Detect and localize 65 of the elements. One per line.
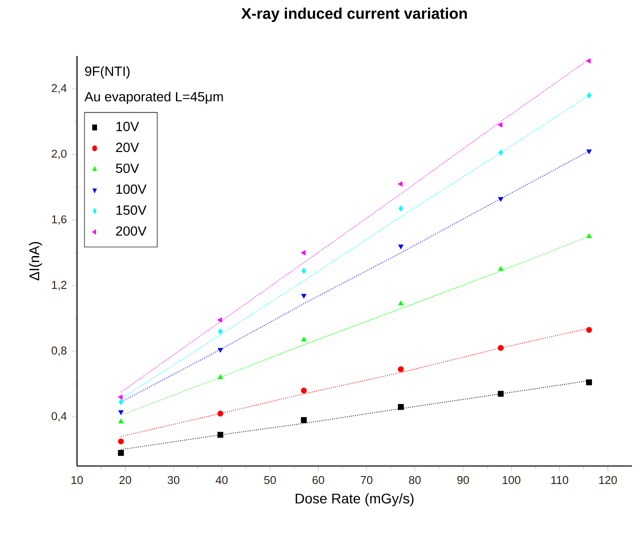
point [498,122,502,128]
x-tick-label: 20 [120,476,132,484]
point [586,326,592,333]
point [217,317,222,323]
legend-label: 10V [116,122,140,132]
point [118,438,124,444]
point [300,388,307,394]
y-tick-label: 1,6 [52,215,66,225]
point [586,379,592,386]
y-tick-label: 2,4 [52,84,67,94]
point [586,58,591,64]
point [118,399,124,405]
y-axis-title: ΔI(nA) [29,242,42,280]
point [498,197,504,202]
point [586,150,592,154]
point [586,233,592,238]
point [301,294,306,298]
chart-title: X-ray induced current variation [241,8,467,22]
x-tick-label: 110 [551,476,568,484]
point [218,328,223,334]
x-tick-label: 30 [168,476,180,484]
point [218,374,223,380]
point [398,206,404,212]
x-axis-title: Dose Rate (mGy/s) [296,493,414,506]
point [302,268,306,274]
point [398,404,404,410]
legend-label: 100V [116,184,147,194]
point [217,432,224,438]
point [118,394,123,400]
x-tick-label: 10 [72,476,83,484]
point [586,92,592,98]
point [118,410,124,415]
y-tick-label: 2,0 [52,150,67,160]
legend-label: 200V [116,226,147,236]
legend-label: 150V [116,205,147,215]
x-tick-label: 120 [599,476,617,484]
x-tick-label: 100 [502,476,520,484]
x-tick-label: 70 [360,476,372,484]
point [118,450,124,456]
point [498,344,504,351]
legend-label: 20V [116,142,140,152]
legend-label: 50V [116,164,140,174]
point [398,300,404,306]
x-tick-label: 80 [409,476,421,484]
y-tick-label: 1,2 [52,280,66,290]
x-tick-label: 40 [216,476,228,484]
x-tick-label: 90 [457,476,469,484]
x-tick-label: 50 [264,476,276,484]
point [398,366,404,372]
y-tick-label: 0,4 [52,412,67,422]
annotation: Au evaporated L=45μm [84,92,223,104]
y-tick-label: 0,8 [52,346,66,356]
x-tick-label: 60 [312,476,324,484]
point [498,150,504,156]
point [301,336,306,342]
point [217,410,224,416]
point [498,390,504,397]
point [218,348,223,352]
point [300,250,306,256]
point [498,266,504,271]
point [398,244,404,250]
point [118,418,124,424]
point [300,417,307,424]
annotation: 9F(NTI) [85,66,130,79]
point [398,181,402,186]
